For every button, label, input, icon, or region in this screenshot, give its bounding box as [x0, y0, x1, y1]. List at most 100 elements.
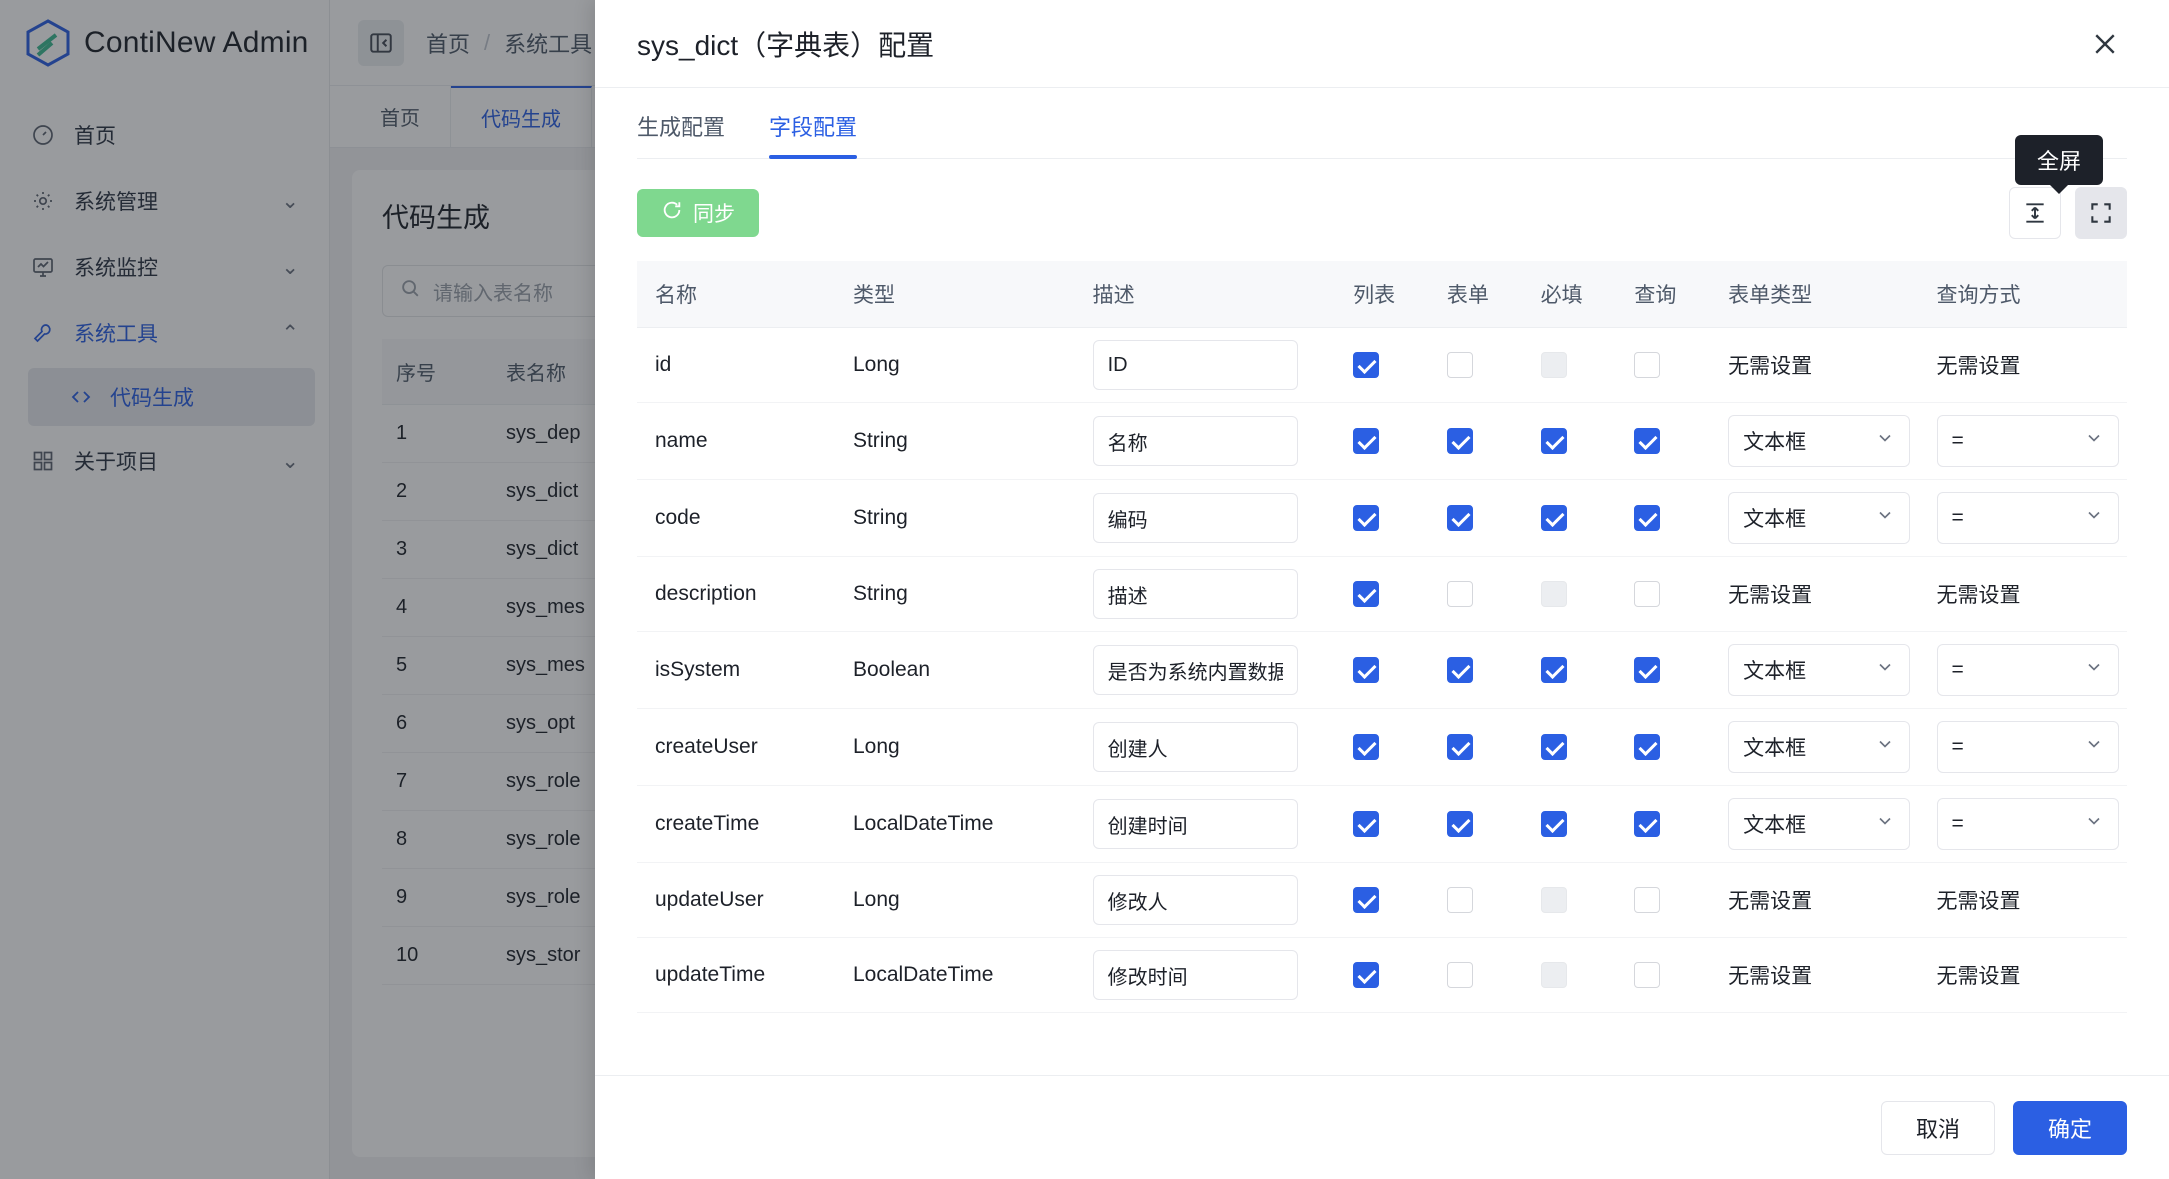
- cell-field-name: name: [637, 402, 835, 480]
- sidebar-item-system-tools[interactable]: 系统工具 ⌃: [14, 302, 315, 364]
- checkbox-form[interactable]: [1446, 352, 1473, 378]
- description-input[interactable]: [1092, 875, 1298, 925]
- checkbox-query[interactable]: [1634, 734, 1661, 760]
- sync-button[interactable]: 同步: [637, 189, 759, 237]
- checkbox-list[interactable]: [1353, 428, 1380, 454]
- breadcrumb-item-system-tools[interactable]: 系统工具: [504, 31, 593, 57]
- checkbox-form[interactable]: [1446, 505, 1473, 531]
- checkbox-form[interactable]: [1446, 734, 1473, 760]
- checkbox-query[interactable]: [1634, 428, 1661, 454]
- checkbox-form[interactable]: [1446, 581, 1473, 607]
- description-input[interactable]: [1092, 569, 1298, 619]
- checkbox-form[interactable]: [1446, 887, 1473, 913]
- tab-home[interactable]: 首页: [350, 86, 451, 147]
- cell-description: [1074, 402, 1336, 480]
- checkbox-form[interactable]: [1446, 657, 1473, 683]
- description-input[interactable]: [1092, 950, 1298, 1000]
- checkbox-list[interactable]: [1353, 734, 1380, 760]
- checkbox-query[interactable]: [1634, 581, 1661, 607]
- cell-checkbox-required: [1522, 402, 1617, 480]
- sidebar-collapse-button[interactable]: [358, 19, 404, 66]
- tab-field-config[interactable]: 字段配置: [769, 110, 858, 159]
- tab-generate-config[interactable]: 生成配置: [637, 115, 726, 140]
- cell-checkbox-form: [1428, 631, 1523, 709]
- checkbox-list[interactable]: [1353, 811, 1380, 837]
- close-icon[interactable]: [2083, 22, 2127, 66]
- query-type-not-required: 无需设置: [1936, 355, 2021, 378]
- checkbox-query[interactable]: [1634, 962, 1661, 988]
- description-input[interactable]: [1092, 416, 1298, 466]
- form-type-value: 文本框: [1743, 660, 1807, 683]
- form-type-select[interactable]: 文本框: [1728, 644, 1911, 696]
- checkbox-query[interactable]: [1634, 505, 1661, 531]
- description-input[interactable]: [1092, 645, 1298, 695]
- checkbox-query[interactable]: [1634, 657, 1661, 683]
- checkbox-form[interactable]: [1446, 428, 1473, 454]
- tab-code-generation[interactable]: 代码生成: [451, 86, 592, 147]
- form-type-not-required: 无需设置: [1728, 890, 1813, 913]
- cell-field-type: Long: [834, 327, 1075, 403]
- cell-checkbox-required: [1522, 937, 1617, 1013]
- column-header-name: 名称: [637, 261, 835, 328]
- cell-checkbox-list: [1335, 556, 1429, 632]
- checkbox-required[interactable]: [1540, 811, 1567, 837]
- cell-form-type: 文本框: [1710, 402, 1919, 480]
- cell-index: 5: [382, 636, 492, 695]
- query-type-select[interactable]: =: [1936, 492, 2119, 544]
- checkbox-required[interactable]: [1540, 505, 1567, 531]
- checkbox-query[interactable]: [1634, 811, 1661, 837]
- form-type-select[interactable]: 文本框: [1728, 798, 1911, 850]
- sidebar-item-system-management[interactable]: 系统管理 ⌄: [14, 170, 315, 232]
- fullscreen-icon[interactable]: [2075, 187, 2127, 239]
- description-input[interactable]: [1092, 340, 1298, 390]
- checkbox-list[interactable]: [1353, 657, 1380, 683]
- query-type-select[interactable]: =: [1936, 721, 2119, 773]
- checkbox-required[interactable]: [1540, 657, 1567, 683]
- cell-checkbox-list: [1335, 327, 1429, 403]
- modal-title: sys_dict（字典表）配置: [637, 29, 935, 61]
- search-input[interactable]: 请输入表名称: [382, 265, 712, 317]
- checkbox-query[interactable]: [1634, 352, 1661, 378]
- confirm-button[interactable]: 确定: [2012, 1100, 2127, 1155]
- cell-description: [1074, 327, 1336, 403]
- sidebar-item-system-monitor[interactable]: 系统监控 ⌄: [14, 236, 315, 298]
- checkbox-query[interactable]: [1634, 887, 1661, 913]
- cell-checkbox-query: [1616, 631, 1711, 709]
- cell-form-type: 文本框: [1710, 479, 1919, 557]
- sidebar-nav: 首页 系统管理 ⌄: [0, 86, 329, 492]
- cancel-button[interactable]: 取消: [1880, 1100, 1995, 1155]
- row-height-icon[interactable]: [2009, 187, 2061, 239]
- description-input[interactable]: [1092, 722, 1298, 772]
- checkbox-list[interactable]: [1353, 962, 1380, 988]
- checkbox-list[interactable]: [1353, 505, 1380, 531]
- description-input[interactable]: [1092, 493, 1298, 543]
- cell-index: 8: [382, 810, 492, 869]
- field-table-header-row: 名称 类型 描述 列表 表单 必填 查询 表单类型 查询方式: [637, 261, 2127, 328]
- sidebar-item-home[interactable]: 首页: [14, 104, 315, 166]
- checkbox-form[interactable]: [1446, 962, 1473, 988]
- form-type-select[interactable]: 文本框: [1728, 721, 1911, 773]
- cell-description: [1074, 937, 1336, 1013]
- breadcrumb-item-home[interactable]: 首页: [426, 31, 471, 57]
- query-type-value: =: [1951, 812, 1964, 835]
- form-type-select[interactable]: 文本框: [1728, 415, 1911, 467]
- checkbox-list[interactable]: [1353, 352, 1380, 378]
- checkbox-required[interactable]: [1540, 428, 1567, 454]
- sidebar-item-about-project[interactable]: 关于项目 ⌄: [14, 430, 315, 492]
- checkbox-form[interactable]: [1446, 811, 1473, 837]
- query-type-select[interactable]: =: [1936, 415, 2119, 467]
- description-input[interactable]: [1092, 799, 1298, 849]
- form-type-select[interactable]: 文本框: [1728, 492, 1911, 544]
- cell-checkbox-list: [1335, 785, 1429, 863]
- checkbox-list[interactable]: [1353, 887, 1380, 913]
- grid-icon: [30, 448, 56, 474]
- sidebar-item-code-generation[interactable]: 代码生成: [28, 368, 315, 426]
- checkbox-list[interactable]: [1353, 581, 1380, 607]
- checkbox-required[interactable]: [1540, 734, 1567, 760]
- query-type-select[interactable]: =: [1936, 798, 2119, 850]
- query-type-select[interactable]: =: [1936, 644, 2119, 696]
- cell-index: 3: [382, 520, 492, 579]
- cell-description: [1074, 479, 1336, 557]
